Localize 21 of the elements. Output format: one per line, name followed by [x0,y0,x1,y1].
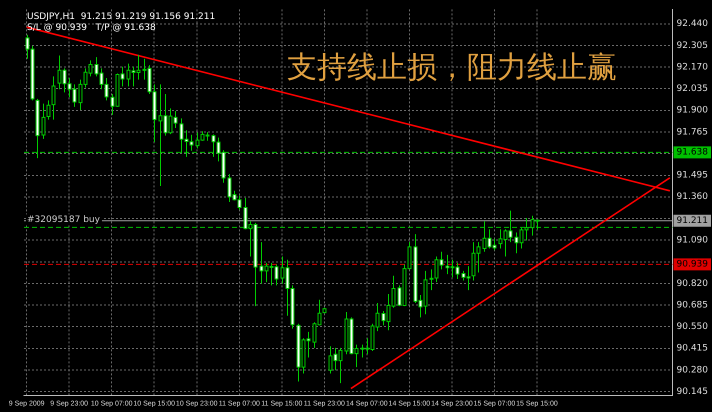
y-tick-label: 91.360 [676,192,708,202]
y-tick-label: 91.900 [676,106,708,116]
ref-line-label: 91.211 [676,216,708,226]
ref-line-label: 91.638 [676,148,708,158]
y-tick-label: 92.035 [676,84,708,94]
annotation: 支持线止损，阻力线止赢 [287,50,618,86]
annotation: #32095187 buy [27,215,101,226]
y-tick-label: 90.415 [676,344,708,354]
y-tick-label: 91.765 [676,127,708,138]
y-tick-label: 92.440 [676,19,708,30]
y-tick-label: 90.685 [676,300,708,310]
y-tick-label: 91.495 [676,170,708,181]
y-tick-label: 92.305 [676,40,708,51]
ref-line-label: 90.939 [676,260,708,270]
y-tick-label: 90.145 [676,386,708,397]
y-tick-label: 90.280 [676,365,708,376]
y-tick-label: 91.090 [676,236,708,246]
y-tick-label: 92.170 [676,62,708,72]
chart-title: USDJPY,H1 91.215 91.219 91.156 91.211 [27,12,216,22]
y-tick-label: 90.550 [676,322,708,332]
y-tick-label: 90.820 [676,278,708,289]
